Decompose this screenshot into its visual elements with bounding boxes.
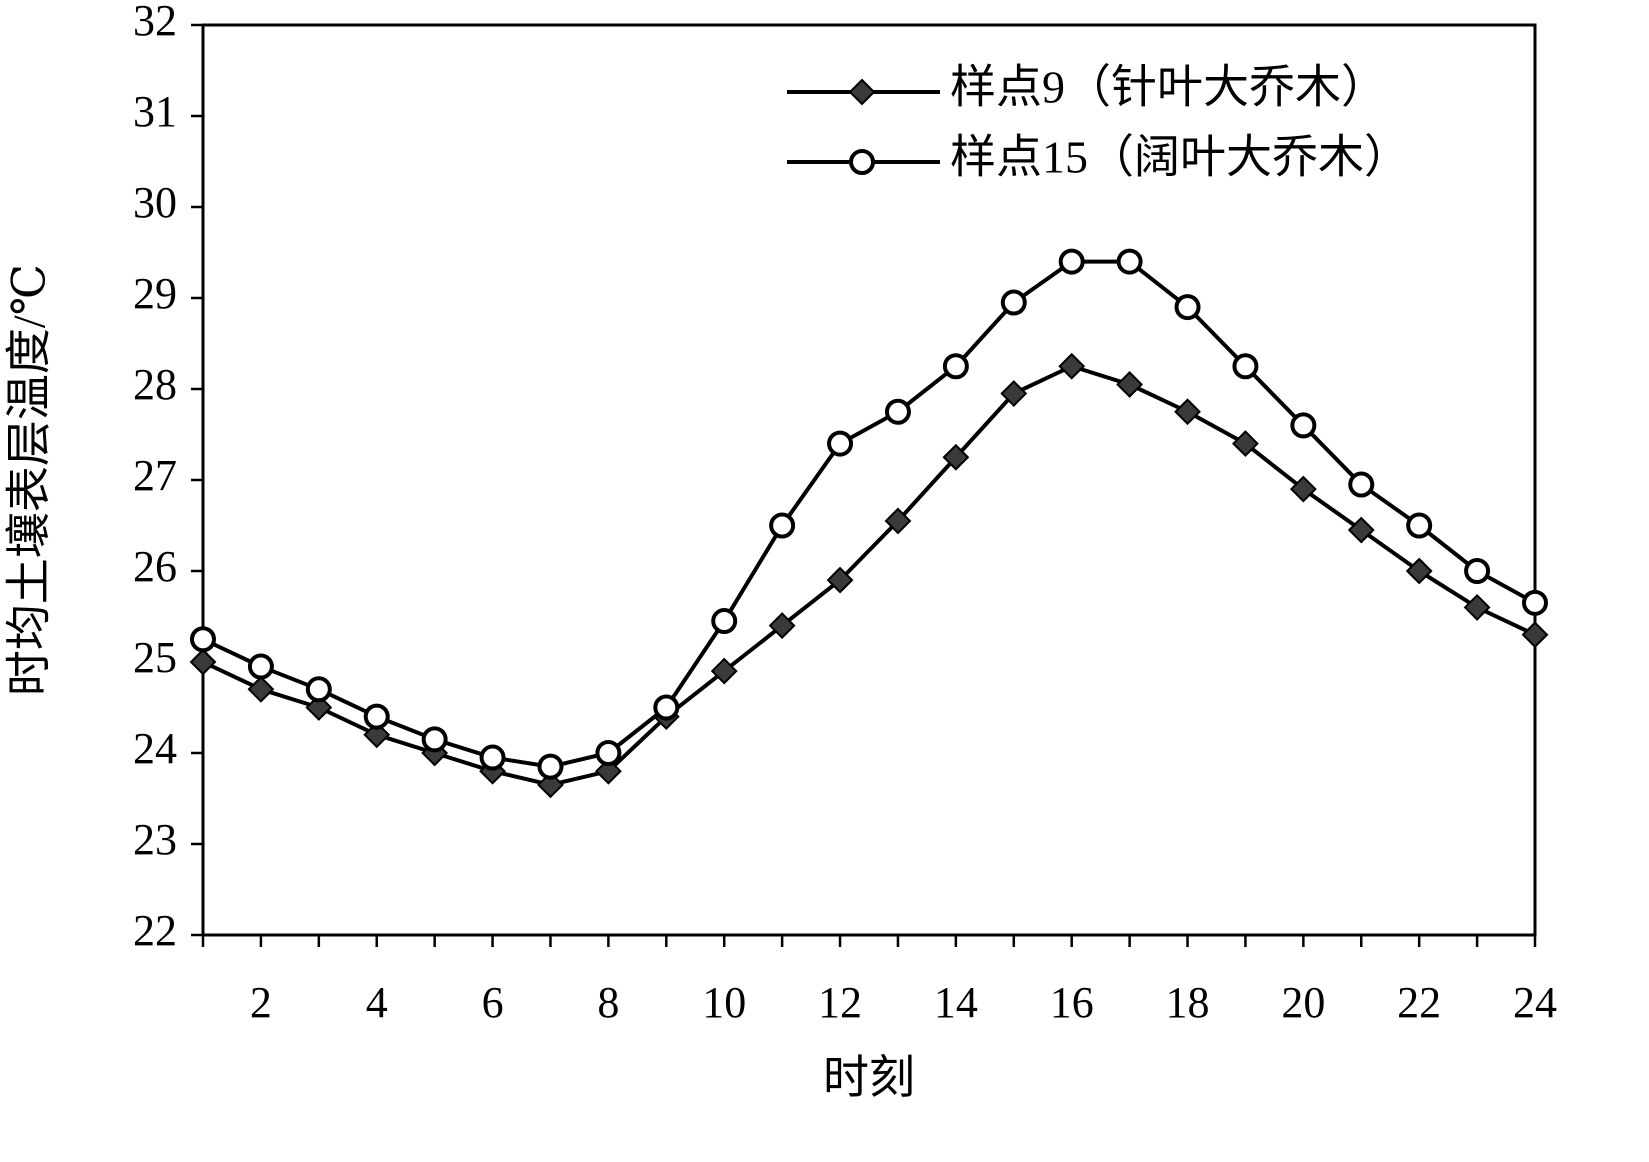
data-point <box>1232 353 1259 380</box>
data-point <box>1174 398 1201 426</box>
data-point <box>1521 621 1549 649</box>
y-tick-label: 30 <box>133 178 177 227</box>
data-point <box>479 744 506 771</box>
series-1 <box>189 352 1549 799</box>
data-point <box>1522 589 1548 616</box>
data-point <box>711 608 738 635</box>
y-tick-label: 31 <box>133 87 177 136</box>
data-point <box>1116 248 1143 275</box>
y-tick-label: 29 <box>133 269 177 318</box>
data-point <box>537 753 564 780</box>
data-point <box>1116 371 1144 398</box>
data-point <box>1464 558 1491 584</box>
data-point <box>768 612 796 640</box>
data-point <box>1000 380 1028 407</box>
series-layer <box>189 248 1549 799</box>
data-point <box>1000 289 1027 316</box>
x-tick-label: 20 <box>1281 978 1325 1027</box>
data-point <box>1058 352 1086 380</box>
data-point <box>421 726 448 753</box>
data-point <box>595 740 622 766</box>
y-tick-label: 32 <box>133 0 177 45</box>
legend: 样点9（针叶大乔木） 样点15（阔叶大乔木） <box>787 62 1410 183</box>
x-tick-label: 18 <box>1166 978 1210 1027</box>
x-tick-label: 10 <box>702 978 746 1027</box>
data-point <box>363 721 391 749</box>
y-axis-ticks: 22 23 24 25 26 27 28 29 30 31 32 <box>133 0 203 955</box>
x-tick-label: 14 <box>934 978 978 1027</box>
x-tick-label: 24 <box>1513 978 1557 1027</box>
series-line <box>202 259 1536 769</box>
data-point <box>1405 557 1433 585</box>
x-tick-label: 16 <box>1050 978 1094 1027</box>
x-tick-label: 2 <box>250 978 272 1027</box>
data-point <box>537 771 564 799</box>
y-tick-label: 28 <box>133 360 177 409</box>
x-tick-label: 6 <box>482 978 504 1027</box>
legend-entry: 样点9（针叶大乔木） <box>787 62 1387 113</box>
data-point <box>1058 248 1085 275</box>
data-point <box>190 626 216 653</box>
data-point <box>653 694 680 721</box>
y-tick-label: 25 <box>133 633 177 682</box>
data-point <box>189 648 217 676</box>
y-axis-title: 时均土壤表层温度/℃ <box>4 264 55 696</box>
data-point <box>884 507 912 535</box>
x-tick-label: 22 <box>1397 978 1441 1027</box>
data-point <box>942 353 969 380</box>
data-point <box>769 512 796 539</box>
y-tick-label: 24 <box>133 724 177 773</box>
legend-marker <box>848 78 876 106</box>
y-tick-label: 26 <box>133 542 177 591</box>
series-2 <box>190 248 1548 780</box>
data-point <box>247 653 274 680</box>
x-tick-label: 12 <box>818 978 862 1027</box>
data-point <box>884 398 911 425</box>
legend-label: 样点9（针叶大乔木） <box>950 62 1387 113</box>
data-point <box>1406 512 1433 539</box>
x-tick-label: 4 <box>366 978 388 1027</box>
data-point <box>1232 430 1259 458</box>
data-point <box>305 694 333 721</box>
x-axis-title: 时刻 <box>823 1052 915 1103</box>
legend-entry: 样点15（阔叶大乔木） <box>787 132 1410 183</box>
y-tick-label: 22 <box>133 906 177 955</box>
data-point <box>1289 475 1317 503</box>
legend-marker <box>849 149 875 175</box>
x-axis-ticks: 2 4 6 8 10 12 14 16 18 20 22 24 <box>201 935 1557 1027</box>
x-tick-label: 8 <box>597 978 619 1027</box>
data-point <box>363 703 390 730</box>
legend-label: 样点15（阔叶大乔木） <box>950 132 1410 183</box>
data-point <box>594 757 622 785</box>
data-point <box>247 675 275 703</box>
data-point <box>826 566 854 594</box>
y-tick-label: 23 <box>133 815 177 864</box>
data-point <box>827 430 854 457</box>
data-point <box>1348 471 1375 498</box>
data-point <box>1347 516 1375 544</box>
data-point <box>1463 593 1491 621</box>
data-point <box>942 443 970 471</box>
y-tick-label: 27 <box>133 451 177 500</box>
data-point <box>305 676 332 703</box>
data-point <box>1290 412 1317 439</box>
data-point <box>1174 294 1201 321</box>
data-point <box>710 657 738 685</box>
